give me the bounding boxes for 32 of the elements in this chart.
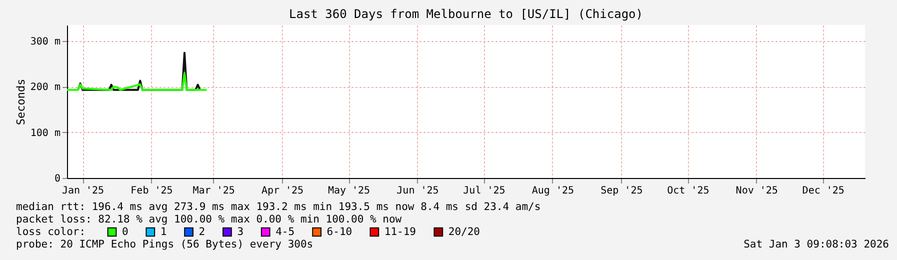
x-tick-label: Apr '25 xyxy=(261,186,304,196)
x-tick-label: Oct '25 xyxy=(667,186,710,196)
legend-label: 3 xyxy=(237,226,244,238)
legend-label: 6-10 xyxy=(326,226,352,238)
legend-label: 2 xyxy=(198,226,206,238)
x-tick-label: Jun '25 xyxy=(396,186,439,196)
legend-title: loss color: xyxy=(16,226,86,238)
legend-label: 11-19 xyxy=(384,226,416,238)
legend-label: 20/20 xyxy=(448,226,480,238)
text: packet loss: 82.18 % avg 100.00 % max 0.00 % min 100.00 % now xyxy=(16,214,402,226)
x-tick-label: Nov '25 xyxy=(736,186,778,196)
x-tick-label: May '25 xyxy=(328,186,370,196)
line-series xyxy=(66,72,208,91)
y-axis-title: Seconds xyxy=(14,78,28,126)
legend-label: 4-5 xyxy=(276,226,295,238)
x-tick-label: Sep '25 xyxy=(600,186,643,196)
legend-label: 1 xyxy=(160,226,167,238)
y-tick-label: 200 m xyxy=(30,82,60,94)
y-tick-label: 100 m xyxy=(30,128,60,139)
x-tick-label: Dec '25 xyxy=(802,186,844,196)
x-tick-label: Jul '25 xyxy=(463,186,506,196)
x-tick-label: Feb '25 xyxy=(130,186,173,196)
x-tick-label: Aug '25 xyxy=(532,186,574,196)
x-tick-label: Jan '25 xyxy=(62,186,104,196)
text: Sat Jan 3 09:08:03 2026 xyxy=(744,238,889,250)
legend-label: 0 xyxy=(122,226,128,238)
text: median rtt: 196.4 ms avg 273.9 ms max 193.2 ms min 193.5 ms now 8.4 ms sd 23.4 am/s xyxy=(16,201,541,213)
y-tick-label: 300 m xyxy=(30,36,60,48)
text: probe: 20 ICMP Echo Pings (56 Bytes) every 300s xyxy=(16,238,314,250)
chart-title: Last 360 Days from Melbourne to [US/IL] (Chicago) xyxy=(288,7,644,21)
x-tick-label: Mar '25 xyxy=(192,186,235,196)
y-tick-label: 0 xyxy=(54,174,60,184)
